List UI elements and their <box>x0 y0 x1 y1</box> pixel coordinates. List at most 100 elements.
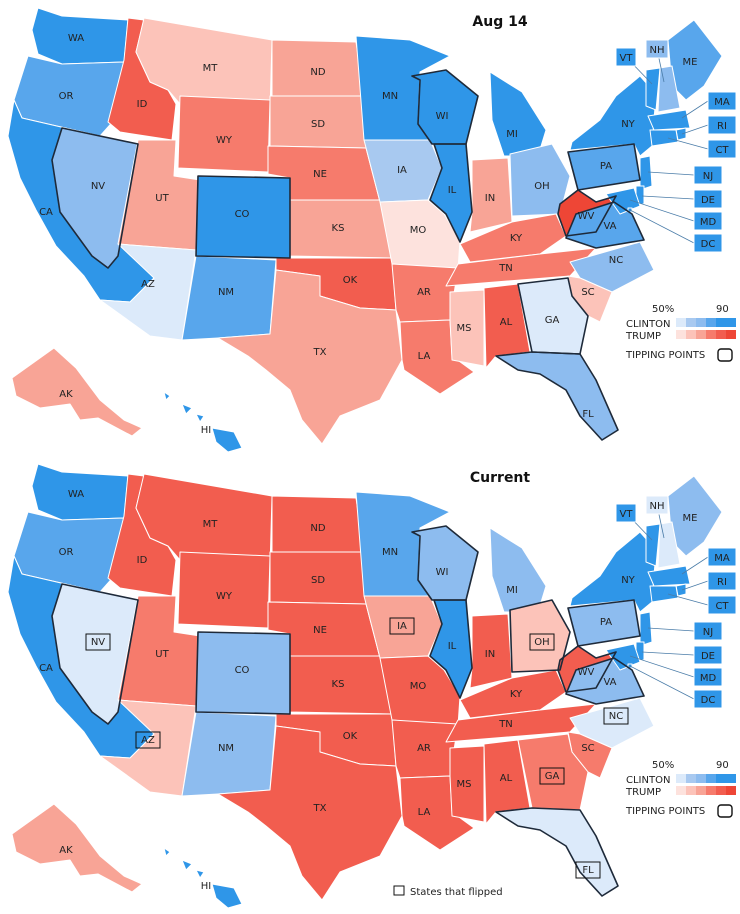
legend-trump-label: TRUMP <box>625 787 661 798</box>
state-ma <box>647 565 691 587</box>
legend-clinton-swatch <box>716 318 726 327</box>
flip-box-nc <box>603 707 629 725</box>
state-label-il: IL <box>448 185 457 196</box>
callout-label-dc: DC <box>701 239 716 250</box>
tipping-outline-il <box>429 143 473 243</box>
state-az <box>99 243 197 341</box>
callout-box-ri <box>707 115 737 135</box>
state-label-mi: MI <box>506 129 518 140</box>
state-mi <box>489 71 547 157</box>
state-label-mo: MO <box>410 681 427 692</box>
state-label-ca: CA <box>39 663 53 674</box>
state-label-sd: SD <box>311 575 325 586</box>
state-label-ak: AK <box>59 845 73 856</box>
legend-high-label: 90 <box>716 304 729 315</box>
state-label-ne: NE <box>313 625 327 636</box>
callout-label-ma: MA <box>714 97 730 108</box>
legend-trump-swatch <box>696 786 706 795</box>
callout-box-nj <box>693 621 723 641</box>
state-nj <box>639 611 653 647</box>
tipping-outline-nv <box>51 583 139 725</box>
legend-clinton-swatch <box>706 318 716 327</box>
state-label-ut: UT <box>155 193 169 204</box>
legend-trump-swatch <box>726 330 736 339</box>
tipping-outline-co <box>195 631 291 715</box>
legend-trump-label: TRUMP <box>625 331 661 342</box>
state-label-ny: NY <box>621 119 635 130</box>
legend-clinton-swatch <box>696 774 706 783</box>
callout-label-nj: NJ <box>703 171 713 182</box>
legend-tipping-label: TIPPING POINTS <box>625 806 705 817</box>
state-ak <box>11 803 143 893</box>
state-label-mi: MI <box>506 585 518 596</box>
callout-label-nj: NJ <box>703 627 713 638</box>
state-vt <box>645 523 661 567</box>
state-label-wa: WA <box>68 33 84 44</box>
state-label-al: AL <box>500 317 513 328</box>
callout-leader-ct <box>667 593 709 606</box>
state-label-or: OR <box>59 91 74 102</box>
callout-leader-md <box>629 655 695 678</box>
legend-clinton-swatch <box>726 318 736 327</box>
state-label-la: LA <box>418 807 431 818</box>
state-label-ia: IA <box>397 165 407 176</box>
callout-box-dc <box>693 689 723 709</box>
legend-trump-swatch <box>716 330 726 339</box>
callout-box-md <box>693 667 723 687</box>
state-label-sc: SC <box>581 743 594 754</box>
state-label-tn: TN <box>498 719 513 730</box>
state-label-fl: FL <box>582 409 594 420</box>
state-label-or: OR <box>59 547 74 558</box>
state-nm <box>181 711 277 797</box>
callout-box-dc <box>693 233 723 253</box>
state-label-nc: NC <box>609 255 623 266</box>
state-label-oh: OH <box>534 181 549 192</box>
state-label-az: AZ <box>141 279 155 290</box>
legend-clinton-swatch <box>686 774 696 783</box>
state-label-ga: GA <box>545 315 560 326</box>
state-label-pa: PA <box>600 161 612 172</box>
state-ms <box>449 289 485 367</box>
callout-label-ma: MA <box>714 553 730 564</box>
state-label-ia: IA <box>397 621 407 632</box>
state-oh <box>509 143 571 217</box>
callout-box-ma <box>707 547 737 567</box>
callout-box-md <box>693 211 723 231</box>
state-label-ga: GA <box>545 771 560 782</box>
state-nm <box>181 255 277 341</box>
state-nh <box>657 521 681 569</box>
legend-clinton-swatch <box>716 774 726 783</box>
flip-box-ga <box>539 767 565 785</box>
state-label-fl: FL <box>582 865 594 876</box>
state-tx <box>217 725 403 901</box>
state-vt <box>645 67 661 111</box>
callout-label-de: DE <box>701 651 715 662</box>
state-label-ky: KY <box>510 233 523 244</box>
state-label-co: CO <box>235 209 250 220</box>
state-label-ar: AR <box>417 743 431 754</box>
state-label-va: VA <box>603 677 616 688</box>
state-label-id: ID <box>137 555 148 566</box>
callout-leader-dc <box>629 665 695 700</box>
state-label-oh: OH <box>534 637 549 648</box>
tipping-outline-fl <box>495 807 619 897</box>
flip-box-nv <box>85 633 111 651</box>
callout-leader-de <box>641 651 695 656</box>
tipping-outline-nv <box>51 127 139 269</box>
callout-leader-ri <box>681 580 709 591</box>
callout-leader-dc <box>629 209 695 244</box>
callout-box-vt <box>615 503 637 523</box>
callout-label-md: MD <box>700 217 717 228</box>
state-label-wv: WV <box>578 211 595 222</box>
state-label-al: AL <box>500 773 513 784</box>
legend-trump-swatch <box>706 786 716 795</box>
state-nh <box>657 65 681 113</box>
state-label-il: IL <box>448 641 457 652</box>
state-label-ms: MS <box>457 323 472 334</box>
tipping-outline-va <box>565 657 645 705</box>
tipping-outline-pa <box>567 143 641 191</box>
footnote-flip-swatch <box>393 885 405 896</box>
state-label-ca: CA <box>39 207 53 218</box>
state-label-nd: ND <box>310 523 325 534</box>
